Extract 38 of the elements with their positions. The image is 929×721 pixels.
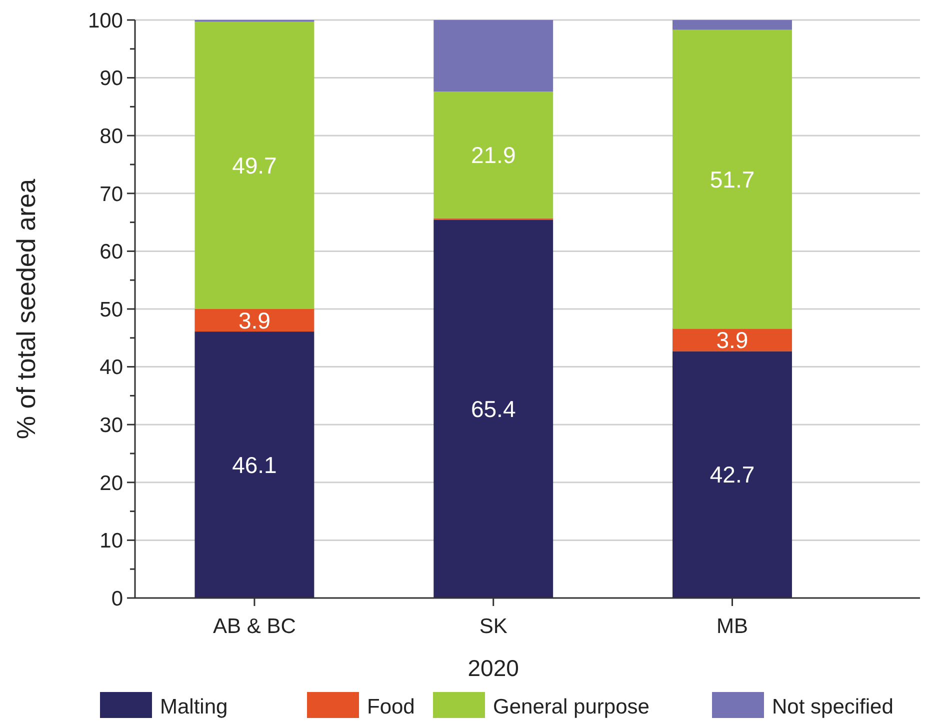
y-tick-label: 10 [100,530,123,553]
legend-label: Not specified [772,695,894,718]
bar [194,22,314,309]
y-tick-label: 60 [100,240,123,264]
data-label: 46.1 [232,452,277,478]
data-label: 21.9 [470,142,516,168]
y-tick-label: 90 [100,67,123,90]
y-tick-label: 40 [100,356,123,380]
bar [434,20,554,92]
bar [672,30,792,329]
data-label: 51.7 [710,166,755,192]
y-tick-label: 70 [100,182,123,206]
data-label: 3.9 [238,307,270,334]
bar [434,92,554,218]
data-label: 65.4 [470,396,516,422]
bar [194,332,314,598]
legend-label: Malting [160,695,228,718]
data-label: 42.7 [710,462,755,488]
x-tick-label: MB [716,615,748,638]
y-tick-label: 50 [100,298,123,322]
y-tick-label: 30 [100,414,123,437]
bar [194,309,314,332]
data-label: 49.7 [232,152,277,178]
y-tick-label: 0 [111,587,123,610]
data-label: 3.9 [716,326,748,353]
bar [672,328,792,352]
x-axis-title: 2020 [468,655,519,681]
y-tick-label: 80 [100,124,123,148]
x-tick-label: SK [479,615,508,638]
y-axis-title: % of total seeded area [11,178,41,440]
y-tick-label: 20 [100,472,123,495]
bar [672,351,792,598]
bar [672,20,792,30]
bar [434,220,554,598]
legend-label: General purpose [493,695,650,718]
y-tick-label: 100 [88,9,123,32]
x-tick-label: AB & BC [213,615,296,638]
legend-label: Food [367,695,415,718]
